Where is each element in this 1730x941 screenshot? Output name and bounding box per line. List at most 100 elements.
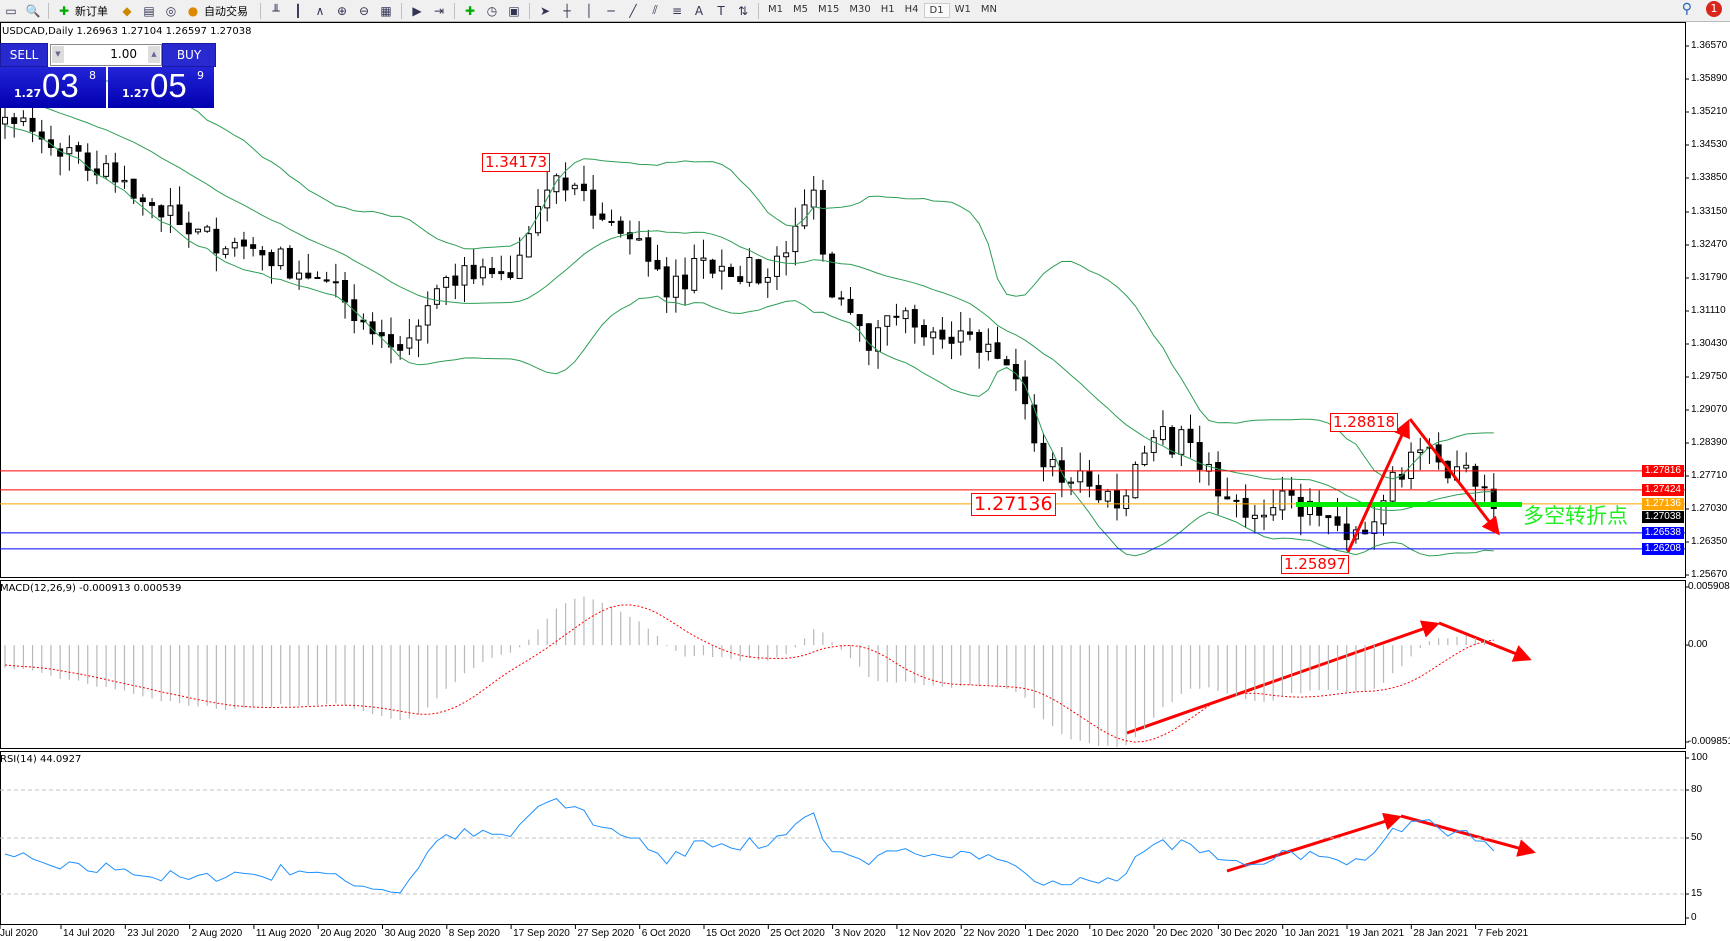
price-level-tag: 1.27816 <box>1641 464 1684 477</box>
terminal-icon[interactable]: ▤ <box>143 3 155 18</box>
equidistant-channel-icon[interactable]: ⫽ <box>652 3 658 17</box>
timeframe-h4[interactable]: H4 <box>904 4 919 15</box>
separator <box>401 2 402 19</box>
auto-scroll-icon[interactable]: ▶ <box>412 3 422 18</box>
new-order-button[interactable]: 新订单 <box>75 4 108 18</box>
candle <box>11 117 18 124</box>
signals-icon[interactable]: ◎ <box>165 3 177 18</box>
zoom-in-icon[interactable]: ⊕ <box>336 3 348 18</box>
candle <box>1389 471 1396 502</box>
toolbar: ▭ 🔍 ✚ 新订单 ◆ ▤ ◎ ● 自动交易 ╨ ┃ ∧ ⊕ ⊖ ▦ ▶ ⇥ ✚… <box>0 0 1730 22</box>
timeframe-mn[interactable]: MN <box>980 4 997 15</box>
timeframe-m5[interactable]: M5 <box>793 4 808 15</box>
buy-price-prefix: 1.27 <box>122 87 150 100</box>
text-icon[interactable]: A <box>694 3 704 18</box>
templates-icon[interactable]: ▣ <box>508 3 520 18</box>
candle <box>1279 490 1286 511</box>
lot-increase-icon[interactable]: ▲ <box>148 46 160 63</box>
candle <box>700 257 707 261</box>
window-icon[interactable]: ▭ <box>5 3 17 18</box>
annotation-high-2[interactable]: 1.28818 <box>1330 413 1399 432</box>
candle <box>1306 500 1313 516</box>
candle <box>810 189 817 208</box>
trendline-icon[interactable]: ╱ <box>629 3 637 18</box>
bar-chart-icon[interactable]: ╨ <box>272 3 280 18</box>
auto-trading-icon[interactable]: ● <box>187 3 199 18</box>
chart-shift-icon[interactable]: ⇥ <box>433 3 445 18</box>
lot-decrease-icon[interactable]: ▼ <box>52 46 64 63</box>
candle <box>1233 499 1240 502</box>
zoom-window-icon[interactable]: 🔍 <box>25 3 41 18</box>
timeframe-m15[interactable]: M15 <box>818 4 840 15</box>
metaeditor-icon[interactable]: ◆ <box>122 3 132 18</box>
candle <box>213 228 220 254</box>
candle <box>66 147 73 155</box>
cursor-icon[interactable]: ➤ <box>539 3 551 18</box>
candle <box>1261 514 1268 518</box>
date-axis-label: 2 Aug 2020 <box>191 928 243 939</box>
candle <box>130 178 137 199</box>
lot-value[interactable]: 1.00 <box>110 47 137 61</box>
indicators-icon[interactable]: ✚ <box>464 3 476 18</box>
bollinger-middle-band <box>4 96 1494 512</box>
candle <box>250 244 257 249</box>
sell-price[interactable]: 1.27 03 8 <box>0 67 106 108</box>
timeframe-w1[interactable]: W1 <box>954 4 971 15</box>
price-axis-label: 1.34530 <box>1691 139 1728 150</box>
sell-button[interactable]: SELL <box>0 43 48 67</box>
candle <box>819 189 826 255</box>
tile-windows-icon[interactable]: ▦ <box>380 3 392 18</box>
auto-trading-button[interactable]: 自动交易 <box>204 4 248 18</box>
annotation-pivot-price[interactable]: 1.27136 <box>971 493 1056 516</box>
annotation-low-1[interactable]: 1.25897 <box>1281 555 1350 574</box>
timeframe-h1[interactable]: H1 <box>880 4 895 15</box>
horizontal-line-icon[interactable]: ─ <box>607 3 615 18</box>
candle <box>1490 488 1497 510</box>
candle <box>84 152 91 171</box>
candlestick-icon[interactable]: ┃ <box>294 3 302 18</box>
timeframe-m1[interactable]: M1 <box>768 4 783 15</box>
timeframe-d1[interactable]: D1 <box>923 3 950 18</box>
candle <box>718 265 725 272</box>
date-axis-label: 6 Oct 2020 <box>641 928 691 939</box>
candle <box>865 323 872 351</box>
fibonacci-icon[interactable]: ≡ <box>671 3 683 18</box>
candle <box>1343 523 1350 541</box>
timeframe-m30[interactable]: M30 <box>849 4 871 15</box>
buy-price-fraction: 9 <box>197 69 204 82</box>
price-level-tag: 1.27424 <box>1641 483 1684 496</box>
search-icon[interactable]: ⚲ <box>1681 1 1692 17</box>
candle <box>112 162 119 183</box>
rsi-axis-label: 15 <box>1691 888 1703 899</box>
new-order-icon[interactable]: ✚ <box>58 3 70 18</box>
price-axis-label: 1.33150 <box>1691 205 1728 217</box>
buy-button[interactable]: BUY <box>162 43 216 67</box>
periods-clock-icon[interactable]: ◷ <box>486 3 498 18</box>
candle <box>801 204 808 227</box>
candle <box>1251 514 1258 520</box>
candle <box>856 314 863 327</box>
line-chart-icon[interactable]: ∧ <box>315 3 325 18</box>
candle <box>259 250 266 256</box>
annotation-high-1[interactable]: 1.34173 <box>482 153 551 172</box>
zoom-out-icon[interactable]: ⊖ <box>358 3 370 18</box>
candle <box>2 116 8 125</box>
lot-size-input[interactable]: ▼ 1.00 ▲ <box>50 44 162 66</box>
candle <box>1472 465 1479 487</box>
candle <box>746 257 753 283</box>
bollinger-lower-band <box>4 124 1494 557</box>
rsi-label: RSI(14) 44.0927 <box>0 754 82 765</box>
candle <box>1113 490 1120 509</box>
pivot-point-text[interactable]: 多空转折点 <box>1523 504 1628 528</box>
arrows-icon[interactable]: ⇅ <box>737 3 749 18</box>
date-axis-label: 10 Dec 2020 <box>1091 928 1149 939</box>
date-axis-label: 22 Nov 2020 <box>963 928 1020 939</box>
text-label-icon[interactable]: T <box>717 3 725 18</box>
vertical-line-icon[interactable]: │ <box>585 3 593 18</box>
crosshair-icon[interactable]: ┼ <box>563 3 571 18</box>
candle <box>20 117 27 123</box>
notification-badge[interactable]: 1 <box>1706 1 1722 17</box>
buy-price[interactable]: 1.27 05 9 <box>108 67 214 108</box>
date-axis-label: 14 Jul 2020 <box>63 928 115 939</box>
